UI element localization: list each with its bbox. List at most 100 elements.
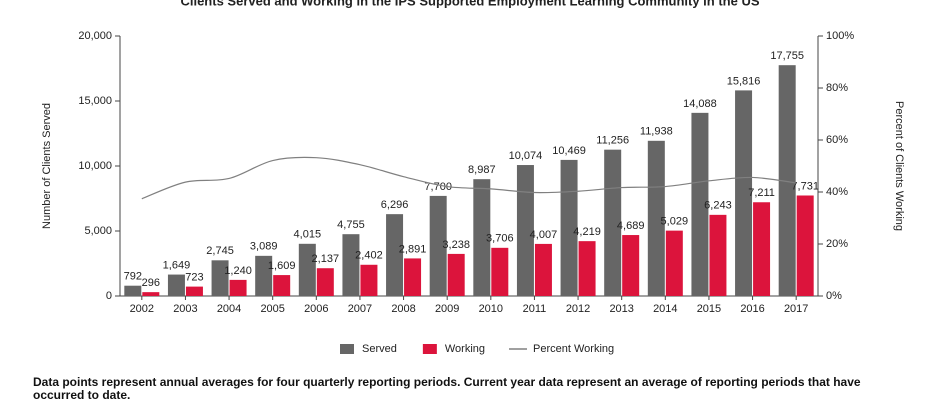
data-label: 10,469: [552, 145, 586, 157]
data-label: 4,007: [530, 229, 558, 241]
data-label: 4,689: [617, 220, 645, 232]
data-label: 2,402: [355, 250, 383, 262]
y2-tick-label: 0%: [826, 290, 842, 302]
chart: Clients Served and Working in the IPS Su…: [41, 0, 905, 355]
bar: [578, 241, 596, 296]
legend-marker: [422, 344, 437, 354]
data-label: 6,296: [381, 199, 409, 211]
data-label: 2,745: [206, 245, 234, 257]
bar: [622, 235, 640, 296]
data-label: 10,074: [509, 150, 543, 162]
bar: [709, 214, 727, 296]
x-tick-label: 2006: [304, 303, 328, 315]
x-tick-label: 2015: [697, 303, 721, 315]
chart-title: Clients Served and Working in the IPS Su…: [180, 0, 759, 8]
footnote: Data points represent annual averages fo…: [33, 375, 861, 402]
bar: [647, 140, 665, 296]
x-tick-label: 2007: [348, 303, 372, 315]
data-label: 7,731: [791, 180, 819, 192]
bar: [167, 274, 185, 296]
bar: [735, 90, 753, 296]
bar: [447, 253, 465, 296]
bar: [255, 255, 273, 296]
data-label: 5,029: [661, 216, 689, 228]
y2-tick-label: 100%: [826, 30, 854, 42]
x-tick-label: 2004: [217, 303, 241, 315]
data-label: 11,256: [596, 135, 629, 147]
data-label: 14,088: [683, 98, 717, 110]
y-tick-label: 5,000: [84, 225, 112, 237]
data-label: 3,089: [250, 241, 278, 253]
data-label: 4,015: [294, 229, 322, 241]
y2-tick-label: 80%: [826, 82, 848, 94]
y2-tick-label: 20%: [826, 238, 848, 250]
bar: [273, 275, 291, 296]
x-tick-label: 2017: [784, 303, 808, 315]
bar: [124, 285, 142, 296]
data-label: 17,755: [770, 50, 804, 62]
bar: [796, 195, 814, 296]
y-tick-label: 0: [106, 290, 112, 302]
bar: [298, 243, 316, 296]
bar: [691, 112, 709, 296]
bar: [229, 279, 247, 296]
y2-axis-label: Percent of Clients Working: [893, 101, 905, 231]
legend-label: Percent Working: [533, 343, 614, 355]
data-label: 1,649: [163, 259, 191, 271]
line: [141, 156, 797, 200]
data-label: 8,987: [468, 164, 496, 176]
data-label: 296: [142, 277, 160, 289]
bar: [360, 264, 378, 296]
bar: [534, 243, 552, 296]
y-tick-label: 10,000: [78, 160, 112, 172]
x-tick-label: 2013: [609, 303, 633, 315]
bar: [753, 202, 771, 296]
x-tick-label: 2002: [130, 303, 154, 315]
data-label: 792: [124, 271, 142, 283]
data-label: 3,706: [486, 233, 514, 245]
bar: [185, 286, 203, 296]
bar: [516, 165, 534, 296]
bar: [386, 214, 404, 296]
data-label: 4,219: [573, 226, 601, 238]
data-label: 1,609: [268, 260, 296, 272]
data-label: 723: [185, 272, 203, 284]
data-label: 11,938: [640, 126, 673, 138]
y2-tick-label: 40%: [826, 186, 848, 198]
x-tick-label: 2003: [173, 303, 197, 315]
data-label: 7,211: [748, 187, 775, 199]
data-label: 1,240: [224, 265, 252, 277]
bar: [211, 260, 229, 296]
bar: [560, 159, 578, 296]
legend-marker: [340, 344, 354, 354]
x-tick-label: 2012: [566, 303, 590, 315]
data-label: 6,243: [704, 200, 732, 212]
data-label: 2,891: [399, 243, 427, 255]
y2-tick-label: 60%: [826, 134, 848, 146]
legend-label: Served: [362, 343, 397, 355]
x-tick-label: 2014: [653, 303, 677, 315]
bar: [342, 234, 360, 296]
bar: [142, 292, 160, 296]
data-label: 2,137: [312, 253, 340, 265]
x-tick-label: 2010: [479, 303, 503, 315]
y-tick-label: 20,000: [78, 30, 112, 42]
x-tick-label: 2005: [260, 303, 284, 315]
bar: [429, 195, 447, 296]
legend-label: Working: [445, 343, 485, 355]
y-tick-label: 15,000: [78, 95, 112, 107]
bar: [778, 65, 796, 296]
x-tick-label: 2016: [740, 303, 764, 315]
data-label: 15,816: [727, 75, 761, 87]
bar: [404, 258, 422, 296]
data-label: 4,755: [337, 219, 365, 231]
bar: [316, 268, 334, 296]
bar: [491, 247, 509, 296]
x-tick-label: 2011: [523, 303, 547, 315]
data-label: 3,238: [442, 239, 470, 251]
bar: [665, 230, 683, 296]
x-tick-label: 2008: [391, 303, 415, 315]
y-axis-label: Number of Clients Served: [41, 103, 53, 229]
bar: [473, 179, 491, 296]
